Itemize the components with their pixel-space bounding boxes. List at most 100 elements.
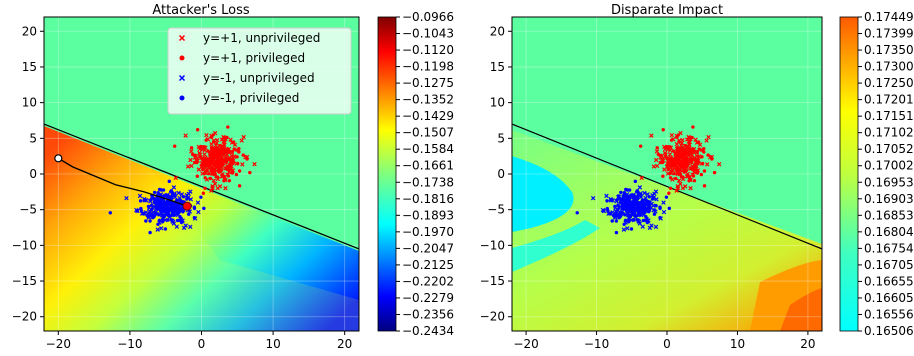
attacker-loss-panel: Attacker's Loss −20 −10 0 10 20 −20 −15 −10 −5 0 5… (12, 3, 360, 351)
data-point-negative-unprivileged (625, 211, 630, 217)
x-tick-label: −20 (513, 337, 538, 351)
data-point-negative-unprivileged (147, 199, 153, 204)
data-point-negative-privileged (165, 195, 170, 199)
data-point-positive-privileged (222, 179, 226, 183)
data-point-negative-unprivileged (614, 199, 619, 204)
disparate-impact-panel: Disparate Impact −20 −10 0 10 20 −20 −15 −10 −5 0… (480, 3, 823, 351)
colorbar-tick-label: 0.17449 (864, 10, 914, 24)
y-tick-label: 10 (490, 96, 505, 110)
colorbar-tick-label: −0.1738 (402, 175, 454, 189)
data-point-positive-privileged (248, 170, 252, 175)
data-point-negative-privileged (667, 206, 672, 211)
data-point-positive-unprivileged (226, 165, 231, 170)
data-point-negative-unprivileged (661, 209, 667, 215)
data-point-negative-unprivileged (623, 193, 629, 198)
data-point-negative-privileged (619, 190, 623, 195)
data-point-negative-unprivileged (188, 197, 194, 202)
y-tick-label: 0 (497, 167, 505, 181)
data-point-negative-unprivileged (124, 195, 129, 201)
data-point-positive-privileged (207, 163, 212, 167)
legend-label: y=-1, unprivileged (203, 71, 315, 85)
data-point-positive-unprivileged (241, 134, 246, 140)
data-point-negative-unprivileged (616, 205, 621, 210)
colorbar-tick-label: −0.2356 (402, 307, 454, 321)
data-point-negative-unprivileged (195, 200, 201, 205)
data-point-positive-privileged (697, 160, 701, 164)
data-point-positive-unprivileged (676, 178, 682, 183)
data-point-negative-privileged (152, 190, 157, 195)
data-point-negative-privileged (614, 219, 619, 223)
colorbar-tick-label: −0.1043 (402, 27, 454, 41)
data-point-negative-unprivileged (621, 227, 627, 232)
data-point-negative-privileged (643, 209, 648, 213)
data-point-negative-privileged (658, 215, 662, 220)
data-point-positive-unprivileged (215, 185, 220, 191)
legend-marker (179, 95, 185, 101)
data-point-negative-privileged (192, 215, 197, 220)
data-point-positive-unprivileged (244, 154, 250, 160)
data-point-negative-unprivileged (626, 205, 632, 210)
data-point-negative-unprivileged (636, 219, 642, 225)
attacker-loss-boundary (44, 123, 359, 250)
data-point-negative-privileged (619, 214, 623, 218)
data-point-negative-unprivileged (155, 227, 160, 232)
y-tick-label: −10 (480, 238, 505, 252)
y-tick-label: 15 (490, 60, 505, 74)
data-point-negative-privileged (640, 198, 645, 202)
data-point-positive-unprivileged (223, 186, 228, 191)
data-point-positive-privileged (195, 128, 200, 132)
colorbar-tick-label: −0.1970 (402, 225, 454, 239)
data-point-negative-privileged (160, 220, 165, 224)
attacker-loss-legend: y=+1, unprivileged y=+1, privileged y=-1, … (167, 27, 352, 115)
x-tick-label: −10 (117, 337, 142, 351)
data-point-negative-privileged (633, 179, 638, 184)
data-point-positive-privileged (232, 160, 236, 164)
data-point-positive-unprivileged (203, 145, 208, 150)
data-point-negative-privileged (664, 195, 669, 199)
data-point-positive-unprivileged (706, 134, 711, 140)
data-point-negative-privileged (575, 211, 579, 215)
data-point-negative-privileged (614, 214, 618, 218)
data-point-positive-unprivileged (226, 169, 232, 175)
data-point-negative-unprivileged (150, 205, 155, 210)
data-point-negative-privileged (629, 227, 634, 231)
data-point-positive-unprivileged (688, 186, 693, 191)
colorbar-tick-label: −0.1584 (402, 142, 454, 156)
data-point-positive-unprivileged (211, 178, 216, 183)
data-point-positive-unprivileged (213, 143, 219, 148)
data-point-positive-privileged (673, 163, 677, 167)
data-point-negative-privileged (158, 209, 163, 213)
data-point-negative-privileged (146, 204, 151, 209)
data-point-negative-unprivileged (653, 224, 659, 230)
colorbar-tick-label: 0.16903 (864, 192, 914, 206)
data-point-positive-unprivileged (208, 151, 213, 157)
data-point-negative-unprivileged (171, 185, 177, 190)
data-point-negative-privileged (138, 199, 143, 203)
data-point-negative-privileged (174, 198, 179, 202)
data-point-positive-unprivileged (716, 161, 722, 167)
data-point-positive-unprivileged (225, 172, 230, 177)
data-point-positive-privileged (687, 179, 691, 183)
data-point-positive-privileged (681, 175, 685, 179)
data-point-positive-unprivileged (651, 164, 657, 169)
data-point-negative-privileged (170, 211, 175, 215)
data-point-positive-unprivileged (222, 145, 227, 151)
data-point-positive-unprivileged (684, 157, 690, 162)
data-point-negative-unprivileged (179, 192, 185, 197)
data-point-negative-unprivileged (661, 200, 666, 205)
data-point-positive-privileged (206, 160, 210, 164)
data-point-positive-privileged (227, 150, 231, 154)
data-point-positive-unprivileged (649, 133, 654, 138)
data-point-negative-privileged (654, 204, 658, 208)
data-point-negative-unprivileged (154, 204, 160, 209)
disparate-impact-grid (512, 17, 822, 331)
data-point-positive-unprivileged (185, 164, 191, 169)
y-tick-label: −15 (12, 274, 37, 288)
data-point-negative-unprivileged (159, 200, 164, 206)
data-point-positive-unprivileged (704, 162, 710, 167)
data-point-positive-privileged (666, 167, 670, 172)
colorbar-tick-label: 0.16655 (864, 274, 914, 288)
data-point-positive-privileged (205, 157, 210, 161)
data-point-positive-privileged (702, 169, 707, 173)
legend-label: y=+1, privileged (203, 51, 305, 65)
